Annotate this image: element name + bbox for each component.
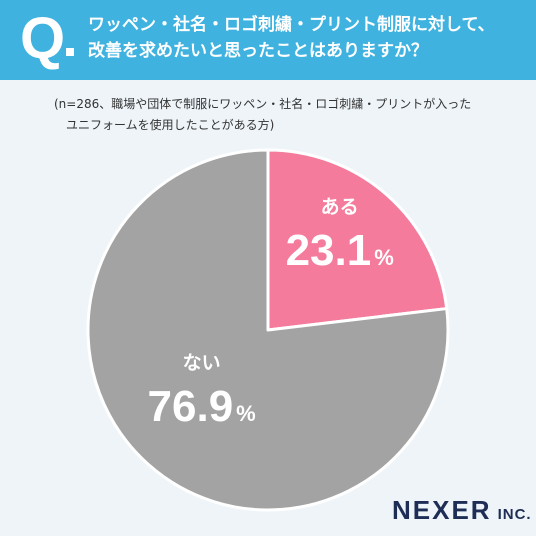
slice-value-yes: 23.1% bbox=[286, 226, 394, 275]
slice-label-yes: ある bbox=[321, 196, 359, 218]
slice-label-no: ない bbox=[183, 352, 221, 374]
pie-slice-yes bbox=[266, 148, 449, 332]
question-line-2: 改善を求めたいと思ったことはありますか？ bbox=[88, 41, 428, 61]
brand-suffix: INC. bbox=[497, 506, 532, 523]
brand-name: NEXER bbox=[392, 495, 492, 525]
slice-value-no: 76.9% bbox=[148, 382, 256, 431]
sample-note: (n=286、職場や団体で制服にワッペン・社名・ロゴ刺繍・プリントが入った ユニ… bbox=[54, 94, 524, 136]
sample-note-line-1: (n=286、職場や団体で制服にワッペン・社名・ロゴ刺繍・プリントが入った bbox=[54, 97, 472, 111]
question-text: ワッペン・社名・ロゴ刺繍・プリント制服に対して、 改善を求めたいと思ったことはあ… bbox=[88, 12, 528, 64]
question-banner: Q ワッペン・社名・ロゴ刺繍・プリント制服に対して、 改善を求めたいと思ったこと… bbox=[0, 0, 536, 80]
sample-note-line-2: ユニフォームを使用したことがある方) bbox=[66, 118, 275, 132]
question-line-1: ワッペン・社名・ロゴ刺繍・プリント制服に対して、 bbox=[88, 15, 495, 35]
question-dot bbox=[66, 48, 74, 56]
pie-slice-no bbox=[86, 148, 450, 512]
brand-logo: NEXER INC. bbox=[392, 495, 532, 526]
question-mark-letter: Q bbox=[20, 6, 66, 71]
